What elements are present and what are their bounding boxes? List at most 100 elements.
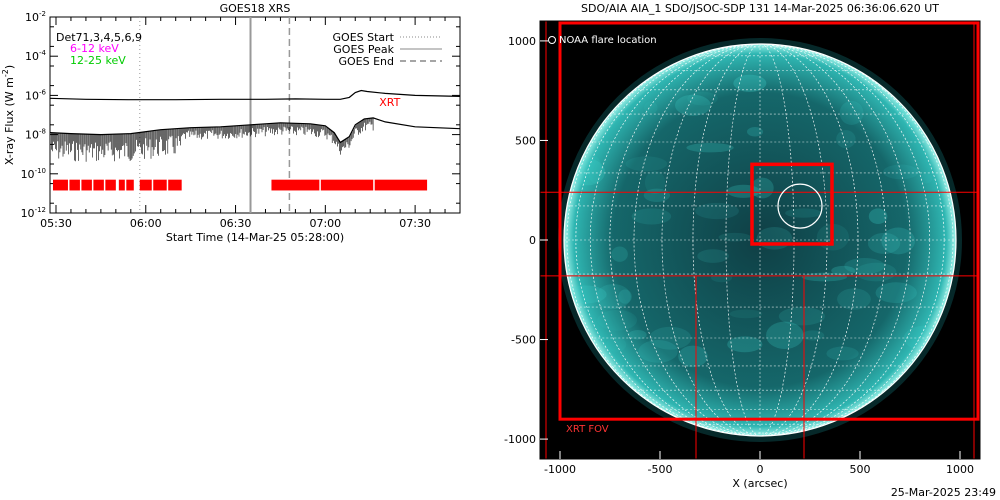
- legend-band-low: 6-12 keV: [70, 42, 119, 55]
- xrt-coverage-bar: [139, 179, 152, 191]
- aia-x-tick-label: 500: [850, 463, 871, 476]
- longitude-line: [609, 44, 911, 436]
- xrt-coverage-bar: [271, 179, 320, 191]
- active-region-blob: [686, 143, 734, 153]
- active-region-blob: [826, 346, 859, 361]
- active-regions: [564, 55, 956, 369]
- active-region-blob: [801, 330, 825, 341]
- xrt-coverage-bar: [81, 179, 92, 191]
- active-region-blob: [750, 177, 774, 199]
- xrt-coverage-bar: [69, 179, 80, 191]
- y-tick-label: 10-6: [25, 88, 47, 102]
- x-tick-label: 06:00: [130, 217, 162, 230]
- active-region-blob: [831, 265, 856, 276]
- xrt-fov-label: XRT FOV: [566, 424, 609, 435]
- series-line-low: [49, 89, 461, 101]
- active-region-blob: [678, 345, 708, 368]
- longitude-line: [589, 44, 931, 436]
- active-region-blob: [727, 336, 763, 353]
- series-noise-band: [51, 118, 374, 162]
- active-region-blob: [920, 173, 933, 184]
- active-region-blob: [628, 330, 647, 340]
- active-region-blob: [855, 262, 897, 282]
- xrt-coverage-bar: [153, 179, 167, 191]
- legend-line-label: GOES End: [338, 55, 394, 68]
- xrt-coverage-bar: [168, 179, 182, 191]
- longitude-line: [575, 44, 945, 436]
- active-region-blob: [695, 202, 739, 220]
- xrt-coverage-bar: [126, 179, 134, 191]
- legend-band-high: 12-25 keV: [70, 54, 126, 67]
- active-region-blob: [844, 257, 885, 274]
- aia-y-tick-label: -1000: [504, 433, 536, 446]
- y-tick-label: 10-4: [25, 49, 47, 63]
- active-region-blob: [638, 340, 678, 363]
- goes-plot-frame: [49, 16, 461, 214]
- active-region-blob: [611, 246, 628, 262]
- flare-legend-label: NOAA flare location: [559, 35, 657, 46]
- aia-y-tick-label: 1000: [508, 35, 536, 48]
- aia-x-tick-label: -1000: [544, 463, 576, 476]
- aia-x-tick-label: 0: [757, 463, 764, 476]
- active-region-blob: [675, 94, 711, 116]
- active-region-blob: [644, 170, 666, 195]
- active-region-blob: [785, 208, 822, 218]
- x-tick-label: 07:00: [309, 217, 341, 230]
- aia-x-tick-label: -500: [648, 463, 673, 476]
- active-region-blob: [606, 337, 627, 352]
- goes-chart-title: GOES18 XRS: [220, 2, 291, 15]
- active-region-blob: [697, 249, 729, 263]
- active-region-blob: [867, 232, 901, 254]
- xrt-coverage-bar: [118, 179, 125, 191]
- xrt-coverage-bar: [374, 179, 428, 191]
- active-region-blob: [875, 282, 917, 304]
- aia-y-tick-label: 500: [515, 134, 536, 147]
- aia-y-tick-label: -500: [511, 334, 536, 347]
- active-region-blob: [587, 156, 602, 184]
- xrt-coverage-bar: [105, 179, 116, 191]
- active-region-blob: [801, 272, 848, 282]
- footer-timestamp: 25-Mar-2025 23:49: [891, 486, 996, 499]
- series-line-high: [49, 117, 461, 144]
- y-tick-label: 10-10: [21, 167, 46, 181]
- active-region-blob: [837, 288, 871, 310]
- active-region-blob: [625, 156, 668, 172]
- x-tick-label: 05:30: [40, 217, 72, 230]
- longitude-line: [633, 44, 887, 436]
- aia-x-tick-label: 1000: [946, 463, 974, 476]
- active-region-blob: [631, 208, 672, 225]
- y-tick-label: 10-12: [21, 206, 46, 220]
- zoom-box: [750, 162, 834, 246]
- active-region-blob: [687, 91, 718, 106]
- active-region-blob: [883, 164, 919, 180]
- legend-line-label: GOES Start: [333, 31, 395, 44]
- xrt-fov-box: [558, 21, 980, 421]
- longitude-line: [692, 44, 828, 436]
- active-region-blob: [618, 289, 632, 304]
- active-region-blob: [597, 309, 638, 331]
- active-region-blob: [756, 226, 793, 250]
- active-region-blob: [868, 208, 888, 225]
- active-region-blob: [747, 127, 764, 137]
- active-region-blob: [766, 321, 804, 350]
- aia-panel-title: SDO/AIA AIA_1 SDO/JSOC-SDP 131 14-Mar-20…: [581, 2, 939, 15]
- active-region-blob: [729, 309, 763, 319]
- active-region-blob: [778, 307, 826, 326]
- xrt-coverage-bar: [52, 179, 68, 191]
- active-region-blob: [839, 100, 864, 125]
- active-region-blob: [595, 284, 631, 310]
- legend-line-label: GOES Peak: [333, 43, 394, 56]
- flare-legend-marker: [548, 36, 556, 44]
- xrt-label: XRT: [379, 96, 400, 109]
- longitude-line: [661, 44, 859, 436]
- xrt-coverage-bar: [320, 179, 374, 191]
- aia-y-tick-label: 0: [529, 234, 536, 247]
- active-region-blob: [881, 227, 915, 255]
- heliographic-grid: [564, 44, 956, 436]
- aia-x-axis-label: X (arcsec): [732, 477, 787, 490]
- longitude-line: [725, 44, 795, 436]
- flare-location-circle: [777, 183, 823, 229]
- y-tick-label: 10-8: [25, 128, 46, 142]
